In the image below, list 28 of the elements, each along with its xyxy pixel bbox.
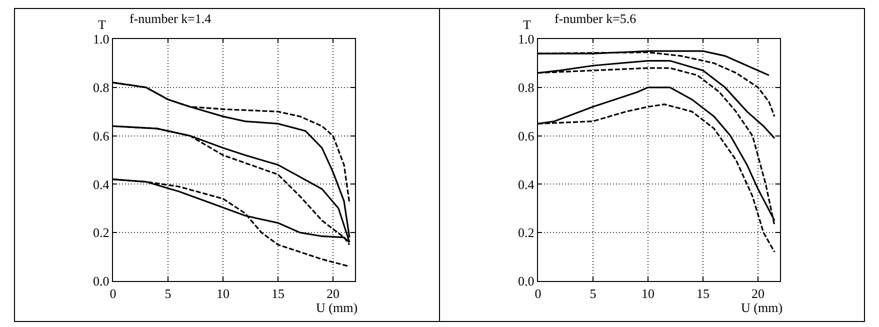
y-axis-title: T	[98, 17, 106, 32]
x-tick-label: 10	[642, 286, 654, 301]
y-tick-label: 0.0	[92, 274, 110, 289]
y-tick-label: 0.8	[518, 80, 534, 95]
x-tick-label: 0	[534, 286, 542, 301]
x-tick-label: 5	[590, 286, 596, 301]
x-tick-label: 20	[326, 286, 340, 301]
x-tick-label: 0	[110, 286, 116, 301]
y-tick-label: 1.0	[518, 32, 534, 47]
chart-title: f-number k=5.6	[554, 10, 637, 26]
y-tick-label: 0.6	[92, 128, 110, 144]
x-axis-title: U (mm)	[316, 300, 358, 315]
y-tick-label: 0.8	[92, 80, 110, 95]
y-tick-label: 0.4	[518, 176, 535, 192]
y-axis-title: T	[523, 17, 531, 32]
x-tick-label: 10	[216, 286, 230, 301]
x-tick-label: 5	[164, 286, 172, 301]
y-tick-label: 0.0	[518, 274, 534, 289]
chart-title: f-number k=1.4	[129, 10, 212, 26]
y-tick-label: 0.2	[92, 225, 110, 240]
y-tick-label: 0.6	[518, 128, 535, 144]
y-tick-label: 0.2	[518, 225, 534, 240]
x-tick-label: 15	[696, 286, 710, 301]
x-tick-label: 20	[752, 286, 764, 301]
x-tick-label: 15	[272, 286, 284, 301]
x-axis-title: U (mm)	[741, 300, 783, 315]
y-tick-label: 1.0	[92, 32, 110, 47]
y-tick-label: 0.4	[92, 176, 110, 192]
